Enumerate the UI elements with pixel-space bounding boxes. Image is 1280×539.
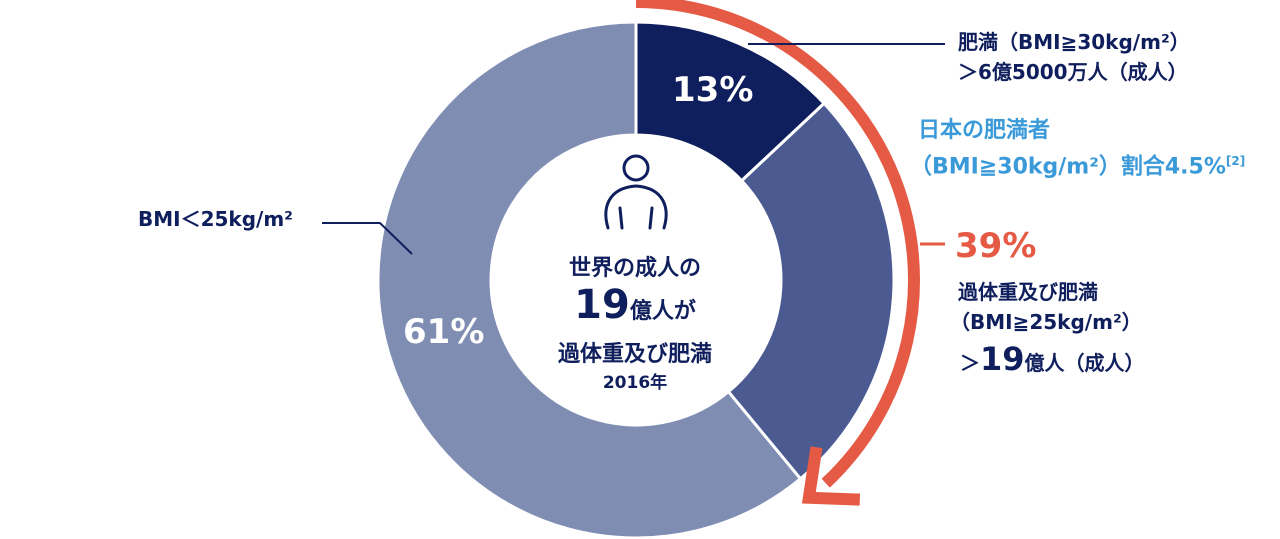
slice-label-obese: 13% [672,70,754,110]
center-line2: 19億人が [535,282,735,328]
slice-normal [376,20,803,539]
overweight-suffix: 億人（成人） [1024,351,1145,375]
overweight-percent: 39% [955,226,1037,266]
japan-label-line2: （BMI≧30kg/m²）割合4.5%[2] [910,154,1245,181]
overweight-number: 19 [980,340,1025,378]
obese-label-line2: ＞6億5000万人（成人） [958,60,1188,84]
center-line3: 過体重及び肥満 [557,342,712,367]
overweight-prefix: ＞ [960,351,980,375]
person-icon [604,154,668,230]
center-year: 2016年 [602,373,668,393]
japan-label-line1: 日本の肥満者 [918,118,1051,143]
japan-label-text: （BMI≧30kg/m²）割合4.5% [910,154,1226,180]
leader-normal [322,222,413,255]
accent-arrowhead [801,446,861,506]
normal-label: BMI＜25kg/m² [138,207,293,231]
center-number: 19 [574,282,630,328]
obese-label-line1: 肥満（BMI≧30kg/m²） [958,30,1190,54]
overweight-label-line3: ＞19億人（成人） [960,340,1145,378]
slice-label-normal: 61% [403,312,485,352]
overweight-label-line1: 過体重及び肥満 [958,280,1098,304]
center-line1: 世界の成人の [568,256,701,281]
accent-arc [635,0,920,488]
overweight-label-line2: （BMI≧25kg/m²） [950,310,1142,334]
japan-reference: [2] [1225,154,1246,168]
center-line2-suffix: 億人が [629,299,696,324]
